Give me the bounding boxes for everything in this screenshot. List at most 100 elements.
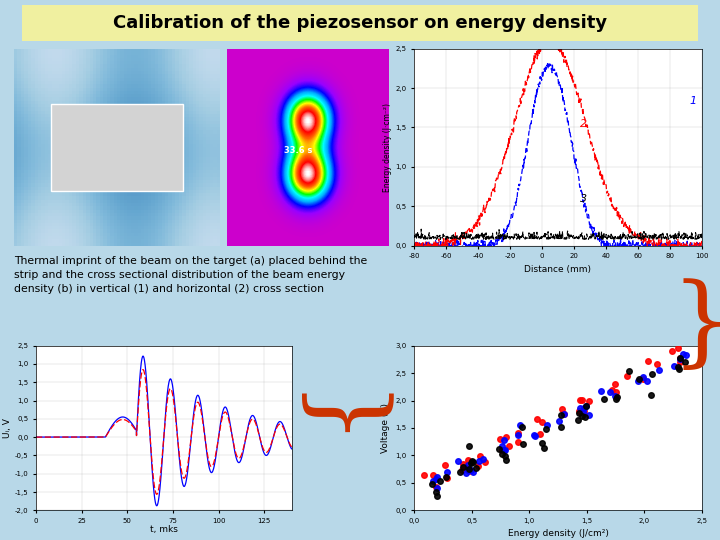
Point [431, 472, 443, 481]
Point [503, 441, 515, 450]
Point [610, 388, 621, 396]
Point [470, 463, 482, 472]
Point [559, 409, 570, 418]
Point [539, 444, 550, 453]
Point [441, 474, 452, 482]
Point [477, 455, 489, 464]
Point [610, 380, 621, 388]
FancyBboxPatch shape [51, 104, 183, 191]
Point [667, 347, 678, 356]
Point [637, 373, 649, 381]
Point [454, 468, 465, 476]
Point [672, 344, 684, 353]
Point [457, 463, 469, 471]
Point [457, 460, 469, 468]
Point [673, 364, 685, 373]
Point [610, 394, 621, 403]
Point [534, 430, 545, 438]
Point [439, 461, 451, 469]
Point [668, 361, 680, 370]
Point [467, 458, 479, 467]
Point [474, 451, 485, 460]
Point [578, 404, 590, 413]
Point [426, 480, 438, 488]
Point [428, 470, 439, 479]
Point [518, 439, 529, 448]
Point [583, 396, 595, 405]
Point [459, 463, 471, 471]
Point [652, 360, 663, 368]
Point [580, 402, 591, 410]
Point [513, 429, 524, 437]
Point [473, 456, 485, 465]
Point [541, 421, 552, 429]
Text: }: } [283, 392, 379, 456]
Point [500, 433, 511, 442]
Point [430, 483, 441, 491]
Point [680, 351, 692, 360]
Point [632, 377, 644, 386]
Point [558, 410, 570, 418]
Point [431, 484, 443, 492]
Y-axis label: Energy density (J·cm⁻²): Energy density (J·cm⁻²) [383, 103, 392, 192]
Point [675, 355, 686, 363]
Point [464, 467, 475, 475]
Point [531, 415, 542, 423]
Point [677, 349, 688, 358]
Point [456, 465, 468, 474]
Point [441, 473, 452, 482]
Point [575, 404, 586, 413]
Point [672, 363, 684, 372]
X-axis label: Energy density (J/cm²): Energy density (J/cm²) [508, 530, 608, 538]
Point [434, 476, 446, 485]
X-axis label: t, mks: t, mks [150, 525, 178, 534]
Y-axis label: Uᵢ, V: Uᵢ, V [3, 418, 12, 438]
Point [674, 357, 685, 366]
Point [573, 408, 585, 417]
Point [621, 372, 633, 381]
Point [598, 395, 609, 403]
Point [637, 374, 649, 383]
Point [609, 392, 621, 401]
Point [431, 488, 442, 497]
Text: 3: 3 [580, 194, 587, 204]
Point [466, 458, 477, 467]
Point [675, 353, 686, 362]
Text: Calibration of the piezosensor on energy density: Calibration of the piezosensor on energy… [113, 14, 607, 32]
Point [580, 402, 592, 410]
Point [427, 477, 438, 485]
Text: Thermal imprint of the beam on the target (a) placed behind the
strip and the cr: Thermal imprint of the beam on the targe… [14, 256, 368, 294]
Point [530, 431, 541, 440]
Point [577, 408, 589, 416]
Point [674, 354, 685, 363]
Text: 1: 1 [689, 96, 696, 106]
Point [418, 471, 430, 480]
Point [555, 423, 567, 431]
Point [493, 445, 505, 454]
Point [497, 446, 508, 454]
Point [679, 357, 690, 366]
Point [494, 435, 505, 444]
Point [595, 387, 607, 396]
Point [463, 441, 474, 450]
Point [499, 436, 510, 444]
Point [467, 467, 479, 476]
Point [430, 475, 441, 483]
Point [653, 366, 665, 375]
Point [453, 456, 464, 465]
Point [499, 446, 510, 454]
Point [646, 370, 657, 379]
Point [574, 396, 585, 404]
Text: 2: 2 [580, 119, 587, 130]
Point [555, 410, 567, 419]
Point [528, 431, 540, 440]
Text: }: } [670, 279, 720, 375]
Point [553, 416, 564, 425]
Point [606, 386, 618, 394]
Point [516, 422, 528, 431]
Point [642, 357, 654, 366]
Point [497, 450, 508, 459]
Y-axis label: Voltage (V): Voltage (V) [381, 403, 390, 453]
Point [466, 457, 477, 466]
Point [536, 418, 548, 427]
